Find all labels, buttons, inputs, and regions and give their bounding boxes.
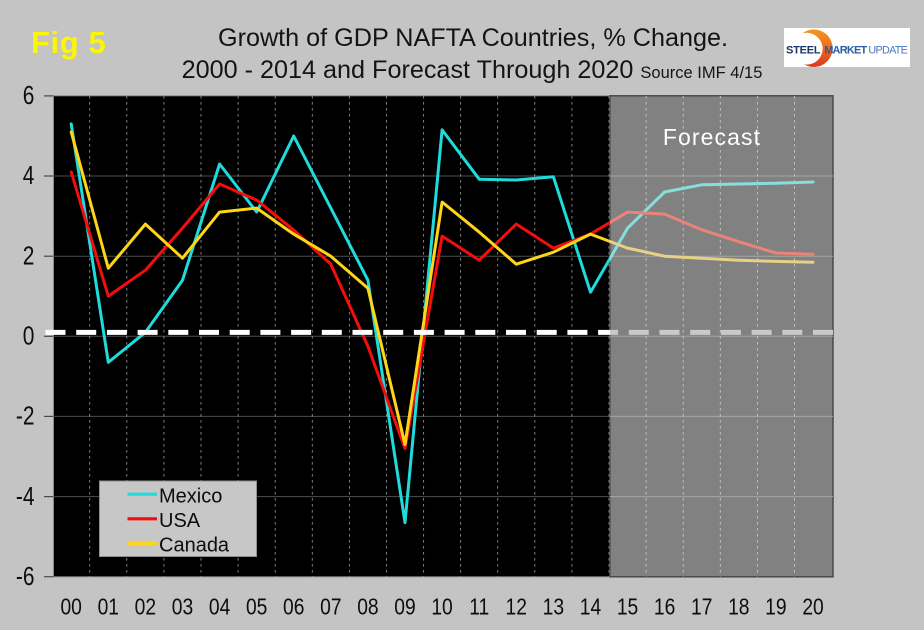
- svg-text:10: 10: [431, 594, 452, 620]
- svg-text:08: 08: [357, 594, 378, 620]
- svg-text:20: 20: [802, 594, 823, 620]
- svg-text:18: 18: [728, 594, 749, 620]
- svg-text:12: 12: [506, 594, 527, 620]
- svg-text:MARKET: MARKET: [824, 44, 867, 56]
- svg-text:13: 13: [543, 594, 564, 620]
- svg-text:02: 02: [135, 594, 156, 620]
- svg-text:Mexico: Mexico: [159, 486, 222, 508]
- svg-text:01: 01: [98, 594, 119, 620]
- svg-text:05: 05: [246, 594, 267, 620]
- svg-text:-4: -4: [16, 482, 35, 510]
- svg-text:16: 16: [654, 594, 675, 620]
- svg-text:06: 06: [283, 594, 304, 620]
- svg-text:USA: USA: [159, 510, 201, 532]
- svg-text:14: 14: [580, 594, 601, 620]
- svg-text:04: 04: [209, 594, 230, 620]
- svg-text:19: 19: [765, 594, 786, 620]
- svg-text:STEEL: STEEL: [786, 44, 821, 56]
- svg-text:17: 17: [691, 594, 712, 620]
- svg-text:03: 03: [172, 594, 193, 620]
- svg-text:15: 15: [617, 594, 638, 620]
- svg-text:0: 0: [23, 322, 35, 350]
- svg-text:07: 07: [320, 594, 341, 620]
- svg-text:09: 09: [394, 594, 415, 620]
- svg-text:Canada: Canada: [159, 535, 230, 557]
- svg-text:00: 00: [60, 594, 81, 620]
- svg-text:-2: -2: [16, 402, 35, 430]
- svg-text:UPDATE: UPDATE: [868, 44, 907, 56]
- svg-text:4: 4: [23, 161, 35, 189]
- svg-text:2: 2: [23, 241, 35, 269]
- svg-text:-6: -6: [16, 562, 35, 590]
- svg-text:Forecast: Forecast: [663, 124, 761, 150]
- svg-text:6: 6: [23, 81, 35, 109]
- svg-text:11: 11: [469, 594, 489, 620]
